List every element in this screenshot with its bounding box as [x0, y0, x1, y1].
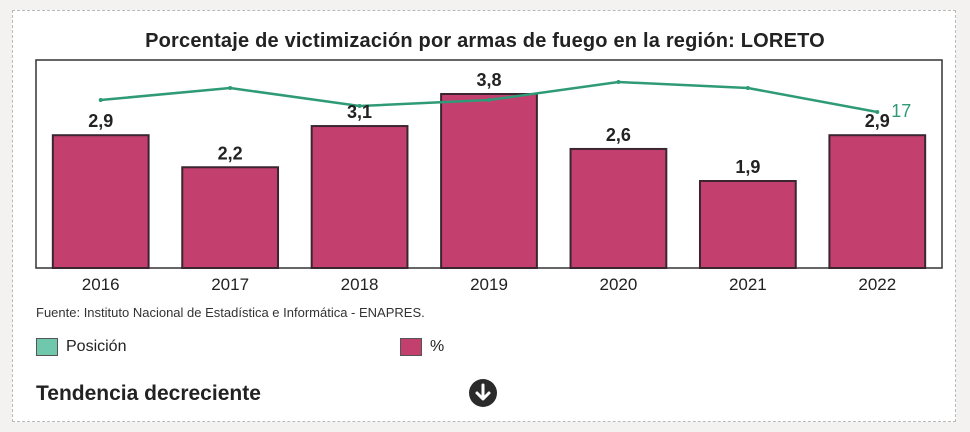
arrow-down-circle-icon[interactable] — [468, 378, 498, 408]
bar-value-label: 2,9 — [88, 111, 113, 131]
chart-plot: 2,9 2016 2,2 2017 3,1 2018 3,8 2019 2,6 2020 1,9 20… — [35, 59, 943, 294]
x-tick-label: 2018 — [341, 275, 379, 294]
position-point — [357, 104, 362, 108]
position-point — [228, 86, 233, 90]
x-tick-label: 2016 — [82, 275, 120, 294]
x-tick-label: 2017 — [211, 275, 249, 294]
bar-2019 — [440, 93, 538, 269]
bar-value-label: 1,9 — [735, 157, 760, 177]
x-tick-label: 2022 — [858, 275, 896, 294]
trend-label: Tendencia decreciente — [36, 382, 261, 405]
bar-value-label: 2,6 — [606, 125, 631, 145]
chart-title: Porcentaje de victimización por armas de… — [145, 30, 825, 52]
position-point — [487, 98, 491, 102]
bar-2022 — [828, 134, 927, 269]
x-tick-label: 2020 — [600, 275, 638, 294]
bar-value-label: 2,9 — [865, 111, 890, 131]
bar-2021 — [698, 180, 797, 269]
legend-position-label: Posición — [66, 338, 127, 355]
bar-value-label: 2,2 — [218, 143, 243, 163]
legend-percent: % — [400, 338, 444, 356]
position-value-label: 17 — [891, 101, 911, 121]
bar-value-label: 3,1 — [347, 102, 372, 122]
legend-position-swatch — [36, 338, 58, 356]
x-tick-label: 2021 — [729, 275, 767, 294]
bar-2016 — [51, 134, 150, 269]
x-tick-label: 2019 — [470, 275, 508, 294]
position-point — [875, 110, 880, 114]
legend-position: Posición — [36, 338, 126, 356]
bar-2020 — [569, 147, 668, 270]
position-point — [98, 98, 103, 102]
position-point — [616, 80, 621, 84]
legend-percent-label: % — [430, 338, 445, 355]
bar-2017 — [181, 166, 280, 269]
position-point — [745, 86, 750, 90]
bar-value-label: 3,8 — [476, 70, 501, 90]
bar-2018 — [310, 125, 409, 270]
source-note: Fuente: Instituto Nacional de Estadístic… — [36, 305, 425, 320]
legend-percent-swatch — [400, 338, 422, 356]
